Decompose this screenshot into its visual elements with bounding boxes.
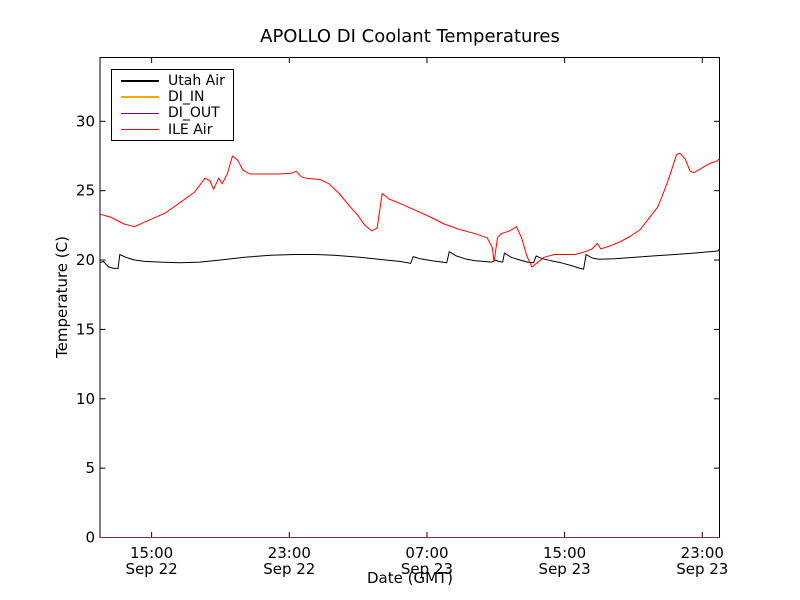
y-tick-label: 25	[76, 182, 95, 200]
x-tick-label-time: 23:00	[681, 544, 724, 562]
x-axis-label: Date (GMT)	[366, 569, 454, 587]
x-tick-label-date: Sep 23	[539, 560, 591, 578]
legend-line-swatch	[121, 128, 159, 131]
x-tick-label-date: Sep 22	[126, 560, 178, 578]
x-tick-label-time: 15:00	[130, 544, 173, 562]
legend-entry-ile-air: ILE Air	[112, 122, 233, 138]
x-tick-label-time: 15:00	[543, 544, 586, 562]
legend-entry-label: ILE Air	[168, 121, 213, 138]
legend-line-swatch	[121, 112, 159, 115]
x-tick-label-time: 07:00	[405, 544, 448, 562]
y-tick-label: 30	[76, 112, 95, 130]
y-axis-label: Temperature (C)	[53, 236, 71, 358]
legend: Utah Air DI_IN DI_OUT ILE Air	[111, 69, 234, 141]
legend-entry-utah-air: Utah Air	[112, 73, 233, 89]
x-tick-label-date: Sep 22	[263, 560, 315, 578]
y-tick-label: 10	[76, 390, 95, 408]
y-tick-label: 5	[85, 459, 95, 477]
series-line-ile-air	[99, 152, 720, 268]
legend-line-swatch	[121, 80, 159, 82]
legend-entry-di-out: DI_OUT	[112, 105, 233, 121]
y-tick-label: 0	[85, 529, 95, 547]
legend-entry-di-in: DI_IN	[112, 89, 233, 105]
chart-title: APOLLO DI Coolant Temperatures	[260, 26, 560, 47]
series-line-utah-air	[99, 248, 720, 270]
legend-entry-label: DI_OUT	[168, 105, 220, 122]
y-tick-label: 15	[76, 320, 95, 338]
x-tick-label-time: 23:00	[268, 544, 311, 562]
y-tick-label: 20	[76, 251, 95, 269]
legend-entry-label: Utah Air	[168, 73, 225, 90]
legend-line-swatch	[121, 96, 159, 99]
legend-entry-label: DI_IN	[168, 89, 205, 106]
x-tick-label-date: Sep 23	[676, 560, 728, 578]
x-tick-label-date: Sep 23	[401, 560, 453, 578]
